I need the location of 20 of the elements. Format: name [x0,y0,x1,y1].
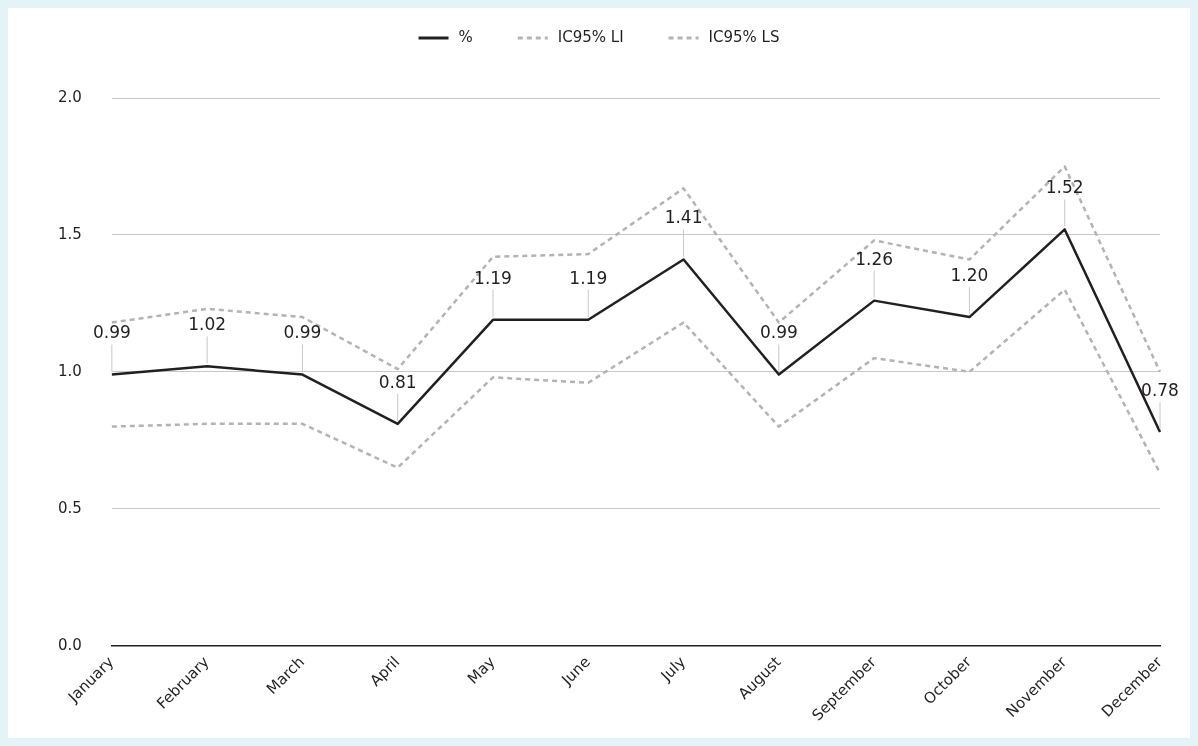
data-label: 1.26 [855,248,894,269]
data-label: 0.78 [1141,379,1179,400]
data-label: 1.19 [569,267,608,288]
legend-label: % [458,27,473,46]
data-label: 1.02 [188,314,227,335]
data-label: 1.41 [664,207,703,228]
data-label: 1.52 [1045,177,1084,198]
y-tick-label: 0.5 [58,498,82,517]
y-tick-label: 2.0 [58,87,82,106]
y-tick-label: 0.0 [58,635,82,654]
data-label: 0.81 [378,371,417,392]
data-label: 0.99 [92,322,131,343]
data-label: 0.99 [283,322,322,343]
legend-label: IC95% LS [708,27,780,46]
data-label: 0.99 [759,322,798,343]
y-tick-label: 1.5 [58,224,82,243]
data-label: 1.19 [474,267,512,288]
y-tick-label: 1.0 [58,361,82,380]
legend-label: IC95% LI [557,27,624,46]
data-label: 1.20 [950,264,989,285]
